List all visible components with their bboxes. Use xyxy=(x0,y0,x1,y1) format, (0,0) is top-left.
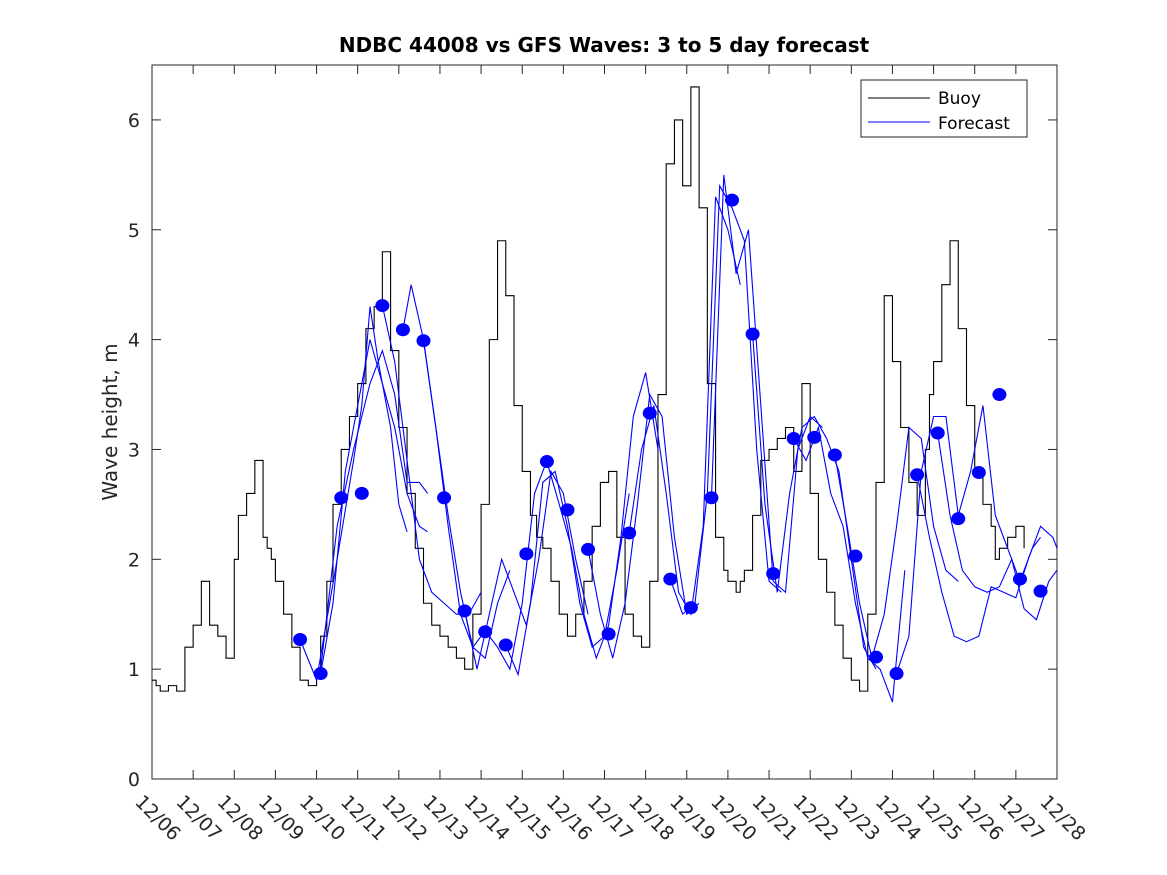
forecast-marker xyxy=(683,601,698,615)
forecast-marker xyxy=(704,491,719,505)
y-tick-label: 4 xyxy=(128,330,140,352)
forecast-marker xyxy=(519,547,534,561)
forecast-marker xyxy=(334,491,349,505)
y-tick-label: 5 xyxy=(128,220,140,242)
plot-area xyxy=(151,64,1058,780)
forecast-marker xyxy=(622,526,637,540)
forecast-marker xyxy=(437,491,452,505)
y-tick-label: 6 xyxy=(128,110,140,132)
forecast-marker xyxy=(642,406,657,420)
forecast-run-line xyxy=(916,474,1058,643)
forecast-marker xyxy=(807,430,822,444)
forecast-marker xyxy=(293,632,308,646)
y-tick-label: 1 xyxy=(128,659,140,681)
forecast-marker xyxy=(725,193,740,207)
series-layer xyxy=(152,86,1058,703)
forecast-marker xyxy=(786,431,801,445)
y-tick-label: 3 xyxy=(128,439,140,461)
forecast-marker xyxy=(971,466,986,480)
forecast-marker xyxy=(601,627,616,641)
forecast-marker xyxy=(951,512,966,526)
forecast-run-line xyxy=(752,334,877,670)
legend-box xyxy=(860,79,1028,138)
forecast-run-line xyxy=(834,426,959,659)
forecast-marker xyxy=(478,625,493,639)
y-tick-label: 0 xyxy=(128,769,140,791)
legend-buoy-label: Buoy xyxy=(938,89,981,109)
forecast-run-line xyxy=(937,432,1058,621)
forecast-marker xyxy=(1033,584,1048,598)
forecast-marker xyxy=(498,638,513,652)
forecast-run-line xyxy=(710,174,823,594)
forecast-marker xyxy=(560,503,575,517)
forecast-run-line xyxy=(546,372,659,660)
forecast-marker xyxy=(375,299,390,313)
forecast-marker xyxy=(395,323,410,337)
forecast-run-line xyxy=(628,196,741,616)
forecast-marker xyxy=(313,667,328,681)
y-tick-label: 2 xyxy=(128,549,140,571)
forecast-marker xyxy=(457,604,472,618)
forecast-marker xyxy=(910,468,925,482)
buoy-series-line xyxy=(152,86,1025,692)
forecast-marker xyxy=(869,650,883,664)
forecast-marker xyxy=(539,455,554,469)
y-axis-label: Wave height, m xyxy=(98,343,122,500)
forecast-marker xyxy=(581,542,596,556)
forecast-marker xyxy=(848,549,863,563)
forecast-marker xyxy=(416,334,431,348)
legend-forecast-label: Forecast xyxy=(938,114,1010,134)
forecast-marker xyxy=(663,572,678,586)
chart-title: NDBC 44008 vs GFS Waves: 3 to 5 day fore… xyxy=(339,33,870,57)
legend: Buoy Forecast xyxy=(860,79,1028,138)
forecast-marker xyxy=(745,327,760,341)
forecast-marker xyxy=(1012,572,1027,586)
forecast-marker xyxy=(766,567,781,581)
forecast-marker xyxy=(992,388,1007,402)
forecast-marker xyxy=(930,426,945,440)
forecast-run-line xyxy=(505,470,630,677)
y-axis: 0 1 2 3 4 5 6 xyxy=(128,110,1057,791)
forecast-run-line xyxy=(793,425,906,703)
forecast-marker xyxy=(889,667,904,681)
forecast-marker xyxy=(827,448,842,462)
forecast-marker xyxy=(354,486,369,500)
